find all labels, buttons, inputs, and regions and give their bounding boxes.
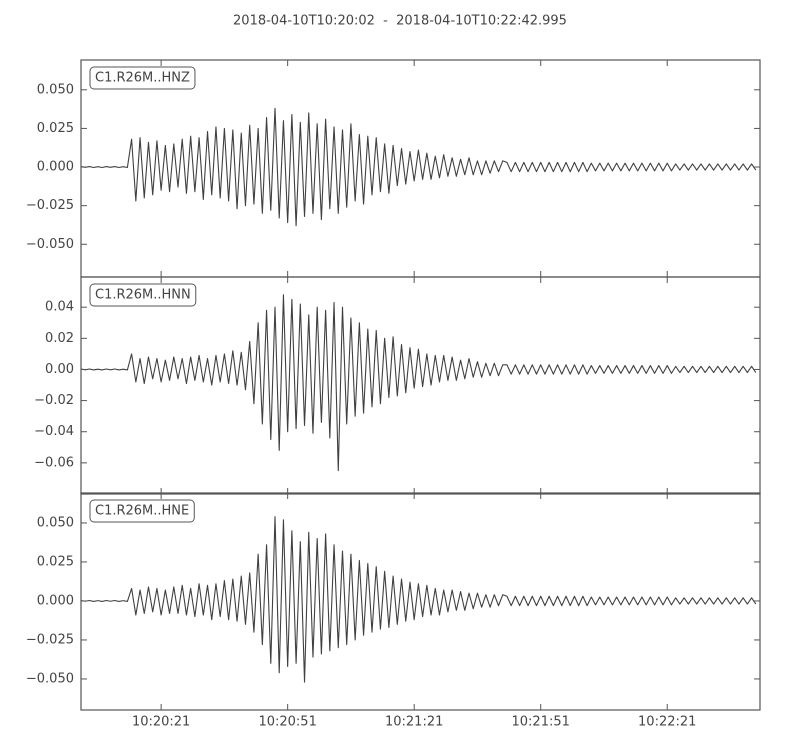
y-tick-label: −0.04: [34, 424, 74, 439]
panel-frame: [80, 492, 761, 711]
y-tick-label: 0.000: [37, 160, 74, 175]
trace-label: C1.R26M..HNN: [95, 288, 191, 303]
y-tick-label: −0.02: [34, 393, 74, 408]
waveform: [80, 516, 757, 683]
y-tick-label: 0.025: [37, 554, 74, 569]
x-tick-label: 10:21:21: [385, 715, 443, 730]
y-tick-label: 0.00: [45, 362, 74, 377]
y-tick-label: 0.04: [45, 300, 74, 315]
x-tick-label: 10:21:51: [512, 715, 570, 730]
panel-frame: [80, 276, 761, 495]
y-tick-label: 0.050: [37, 82, 74, 97]
trace-label: C1.R26M..HNE: [95, 504, 189, 519]
y-tick-label: 0.050: [37, 515, 74, 530]
y-tick-label: −0.050: [26, 237, 74, 252]
y-tick-label: 0.000: [37, 593, 74, 608]
trace-label: C1.R26M..HNZ: [95, 71, 190, 86]
y-tick-label: −0.025: [26, 198, 74, 213]
trace-label-box: [89, 66, 196, 90]
y-tick-label: −0.06: [34, 455, 74, 470]
y-tick-label: −0.025: [26, 632, 74, 647]
y-tick-label: 0.025: [37, 121, 74, 136]
x-tick-label: 10:20:51: [258, 715, 316, 730]
waveform: [80, 294, 757, 472]
x-tick-label: 10:20:21: [132, 715, 190, 730]
chart-title: 2018-04-10T10:20:02 - 2018-04-10T10:22:4…: [233, 14, 567, 29]
trace-label-box: [89, 499, 195, 523]
y-tick-label: −0.050: [26, 671, 74, 686]
waveform: [80, 107, 757, 227]
x-tick-label: 10:22:21: [638, 715, 696, 730]
y-tick-label: 0.02: [45, 331, 74, 346]
trace-label-box: [89, 283, 197, 307]
